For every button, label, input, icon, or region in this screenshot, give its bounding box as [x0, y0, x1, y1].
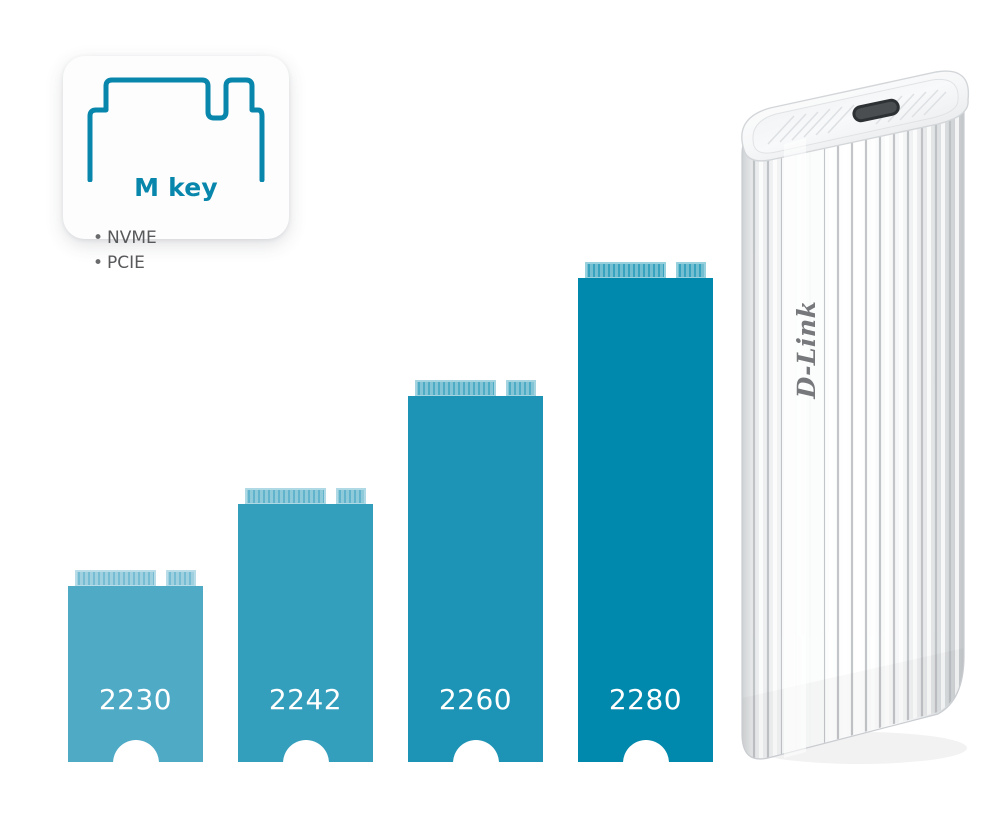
ssd-board: 2280 [578, 278, 713, 762]
ssd-bar-2280: 2280 [578, 262, 713, 762]
connector-pins-wide [75, 570, 156, 587]
feature-list: • NVME • PCIE [93, 226, 157, 276]
list-item: • PCIE [93, 251, 157, 276]
mounting-notch [622, 740, 669, 762]
ssd-size-label: 2260 [438, 683, 513, 716]
feature-label: NVME [107, 228, 157, 248]
list-item: • NVME [93, 226, 157, 251]
connector-pins-narrow [506, 380, 536, 397]
m-key-info-card: M key • NVME • PCIE [63, 56, 289, 273]
usb-c-port-icon [852, 98, 900, 123]
m-key-title: M key [134, 173, 218, 202]
ssd-board: 2260 [408, 396, 543, 762]
connector-pins-wide [415, 380, 496, 397]
ssd-size-label: 2280 [608, 683, 683, 716]
m2-connector [245, 488, 366, 505]
mounting-notch [452, 740, 499, 762]
mounting-notch [282, 740, 329, 762]
dlink-brand-logo: D-Link [792, 299, 821, 400]
connector-pins-narrow [336, 488, 366, 505]
ssd-board: 2230 [68, 586, 203, 762]
connector-pins-wide [585, 262, 666, 279]
ssd-bar-2260: 2260 [408, 380, 543, 762]
connector-pins-narrow [166, 570, 196, 587]
connector-pins-narrow [676, 262, 706, 279]
m2-connector [75, 570, 196, 587]
m2-connector [585, 262, 706, 279]
bullet-marker: • [93, 228, 104, 248]
connector-pins-wide [245, 488, 326, 505]
feature-label: PCIE [107, 253, 145, 273]
ssd-board: 2242 [238, 504, 373, 762]
ssd-bar-2230: 2230 [68, 570, 203, 762]
m2-connector [415, 380, 536, 397]
ssd-size-label: 2242 [268, 683, 343, 716]
ssd-bar-2242: 2242 [238, 488, 373, 762]
bullet-marker: • [93, 253, 104, 273]
mounting-notch [112, 740, 159, 762]
ssd-size-label: 2230 [98, 683, 173, 716]
